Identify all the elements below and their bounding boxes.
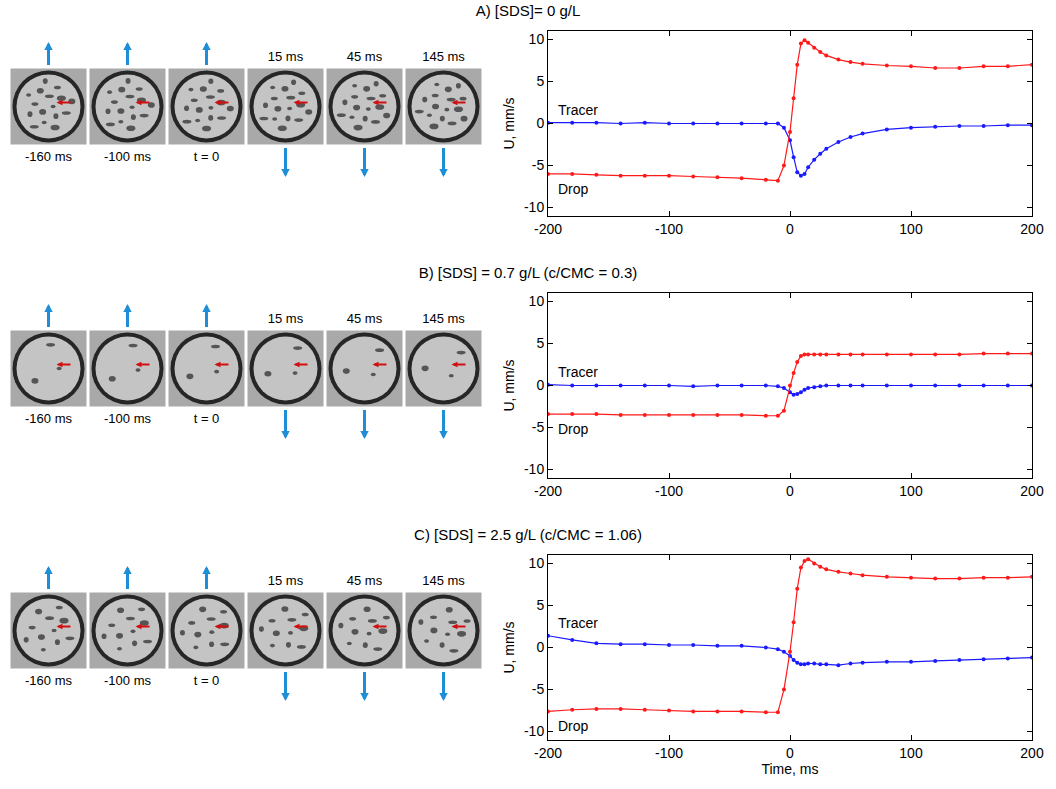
svg-text:5: 5 <box>536 597 544 613</box>
svg-text:-5: -5 <box>532 419 545 435</box>
svg-text:45 ms: 45 ms <box>347 49 383 64</box>
svg-text:-200: -200 <box>534 221 562 237</box>
svg-text:5: 5 <box>536 335 544 351</box>
svg-text:Drop: Drop <box>558 181 589 197</box>
svg-text:Tracer: Tracer <box>558 615 598 631</box>
svg-text:145 ms: 145 ms <box>422 49 465 64</box>
svg-text:45 ms: 45 ms <box>347 311 383 326</box>
svg-text:0: 0 <box>786 221 794 237</box>
svg-text:0: 0 <box>786 483 794 499</box>
svg-text:-160 ms: -160 ms <box>25 673 72 688</box>
svg-text:10: 10 <box>529 293 545 309</box>
svg-text:200: 200 <box>1020 483 1044 499</box>
svg-text:t = 0: t = 0 <box>194 411 220 426</box>
svg-text:-10: -10 <box>524 461 544 477</box>
svg-text:Tracer: Tracer <box>558 102 598 118</box>
svg-text:-5: -5 <box>532 157 545 173</box>
svg-text:-100: -100 <box>655 221 683 237</box>
svg-text:-100 ms: -100 ms <box>104 149 151 164</box>
svg-text:t = 0: t = 0 <box>194 149 220 164</box>
svg-text:U, mm/s: U, mm/s <box>501 359 517 411</box>
svg-text:-5: -5 <box>532 681 545 697</box>
svg-text:Time, ms: Time, ms <box>761 761 818 777</box>
svg-text:Tracer: Tracer <box>558 364 598 380</box>
svg-text:145 ms: 145 ms <box>422 311 465 326</box>
html-text:C) [SDS] = 2.5 g/L (c/CMC = 1.: C) [SDS] = 2.5 g/L (c/CMC = 1.06) <box>414 526 642 543</box>
svg-text:10: 10 <box>529 555 545 571</box>
svg-text:-100 ms: -100 ms <box>104 673 151 688</box>
svg-text:145 ms: 145 ms <box>422 573 465 588</box>
svg-text:-10: -10 <box>524 199 544 215</box>
svg-text:-100 ms: -100 ms <box>104 411 151 426</box>
svg-text:U, mm/s: U, mm/s <box>501 621 517 673</box>
svg-text:100: 100 <box>899 221 923 237</box>
svg-text:-160 ms: -160 ms <box>25 411 72 426</box>
svg-text:-200: -200 <box>534 483 562 499</box>
html-text:B) [SDS] = 0.7 g/L (c/CMC = 0.: B) [SDS] = 0.7 g/L (c/CMC = 0.3) <box>418 264 638 281</box>
svg-text:5: 5 <box>536 73 544 89</box>
svg-text:U, mm/s: U, mm/s <box>501 97 517 149</box>
svg-text:Drop: Drop <box>558 718 589 734</box>
svg-text:15 ms: 15 ms <box>268 49 304 64</box>
svg-text:10: 10 <box>529 31 545 47</box>
svg-text:200: 200 <box>1020 745 1044 761</box>
svg-text:-10: -10 <box>524 723 544 739</box>
svg-text:0: 0 <box>536 377 544 393</box>
svg-text:-160 ms: -160 ms <box>25 149 72 164</box>
svg-text:-100: -100 <box>655 745 683 761</box>
svg-text:t = 0: t = 0 <box>194 673 220 688</box>
svg-text:-200: -200 <box>534 745 562 761</box>
svg-text:0: 0 <box>536 639 544 655</box>
html-text:A) [SDS]= 0 g/L: A) [SDS]= 0 g/L <box>475 2 581 19</box>
svg-text:100: 100 <box>899 483 923 499</box>
svg-text:-100: -100 <box>655 483 683 499</box>
svg-text:0: 0 <box>536 115 544 131</box>
svg-text:15 ms: 15 ms <box>268 573 304 588</box>
svg-text:45 ms: 45 ms <box>347 573 383 588</box>
svg-text:Drop: Drop <box>558 421 589 437</box>
svg-text:0: 0 <box>786 745 794 761</box>
svg-text:100: 100 <box>899 745 923 761</box>
svg-text:200: 200 <box>1020 221 1044 237</box>
svg-text:15 ms: 15 ms <box>268 311 304 326</box>
